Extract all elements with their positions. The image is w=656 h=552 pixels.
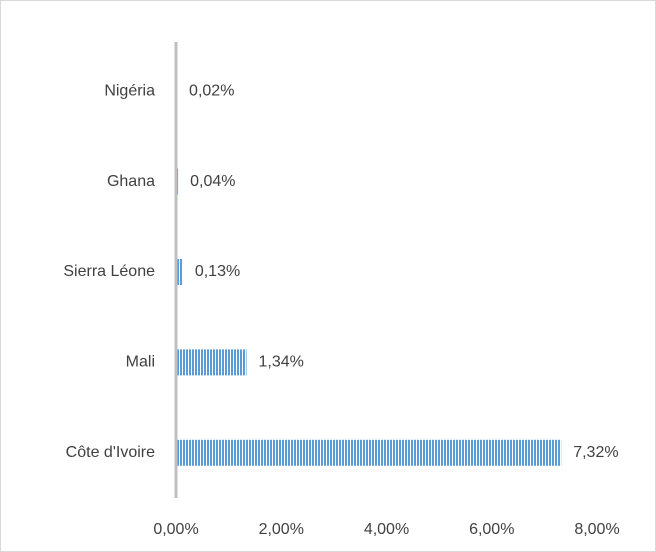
value-label: 1,34% [259,354,304,371]
x-tick-label: 2,00% [259,521,304,538]
value-label: 7,32% [573,444,618,461]
value-label: 0,13% [195,263,240,280]
y-tick-label: Mali [126,354,155,371]
y-tick-label: Sierra Léone [63,263,155,280]
y-tick-label: Nigéria [104,82,155,99]
bar [176,259,183,285]
x-tick-label: 0,00% [153,521,198,538]
y-tick-label: Ghana [107,173,155,190]
value-label: 0,04% [190,173,235,190]
x-tick-label: 4,00% [364,521,409,538]
x-tick-label: 6,00% [469,521,514,538]
bar [176,439,562,466]
y-tick-label: Côte d'Ivoire [66,444,155,461]
x-tick-label: 8,00% [574,521,619,538]
value-label: 0,02% [189,82,234,99]
bar [176,349,247,376]
